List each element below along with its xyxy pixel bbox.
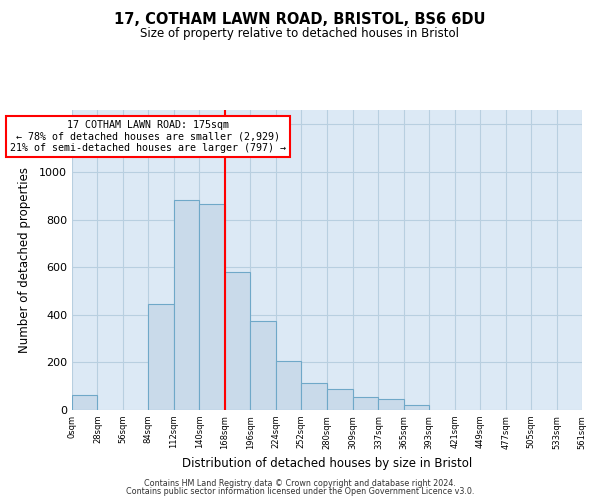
Bar <box>301 382 326 410</box>
Text: Size of property relative to detached houses in Bristol: Size of property relative to detached ho… <box>140 28 460 40</box>
Y-axis label: Number of detached properties: Number of detached properties <box>17 167 31 353</box>
Bar <box>225 272 250 410</box>
Text: 17, COTHAM LAWN ROAD, BRISTOL, BS6 6DU: 17, COTHAM LAWN ROAD, BRISTOL, BS6 6DU <box>114 12 486 28</box>
Bar <box>148 304 174 410</box>
Text: Contains HM Land Registry data © Crown copyright and database right 2024.: Contains HM Land Registry data © Crown c… <box>144 478 456 488</box>
Bar <box>199 204 225 410</box>
Bar <box>404 405 429 410</box>
Bar <box>353 397 379 410</box>
X-axis label: Distribution of detached houses by size in Bristol: Distribution of detached houses by size … <box>182 457 472 470</box>
Text: Contains public sector information licensed under the Open Government Licence v3: Contains public sector information licen… <box>126 487 474 496</box>
Bar <box>379 400 404 410</box>
Bar <box>174 200 199 410</box>
Text: 17 COTHAM LAWN ROAD: 175sqm
← 78% of detached houses are smaller (2,929)
21% of : 17 COTHAM LAWN ROAD: 175sqm ← 78% of det… <box>10 120 286 152</box>
Bar <box>72 394 97 410</box>
Bar <box>326 388 353 410</box>
Bar <box>275 361 301 410</box>
Bar <box>250 320 275 410</box>
